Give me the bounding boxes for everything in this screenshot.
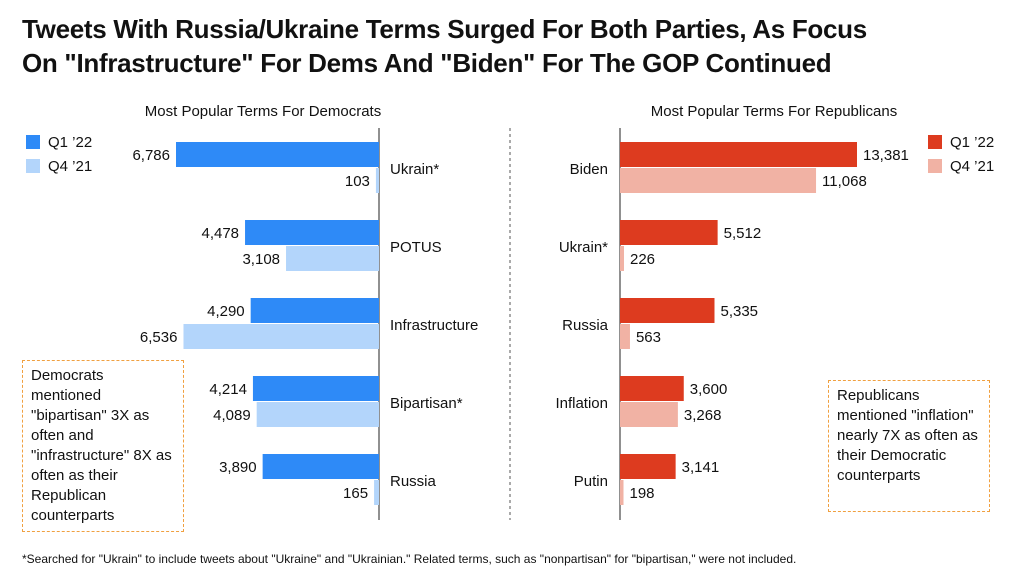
democrats-callout: Democrats mentioned "bipartisan" 3X as o… xyxy=(22,360,184,532)
democrats-bar-value-label: 165 xyxy=(343,485,368,502)
republicans-bar-value-label: 5,512 xyxy=(724,225,762,242)
republicans-category-label: Ukrain* xyxy=(559,239,608,256)
democrats-bar-value-label: 3,108 xyxy=(242,251,280,268)
republicans-callout: Republicans mentioned "inflation" nearly… xyxy=(828,380,990,512)
republicans-bar xyxy=(620,298,715,323)
democrats-category-label: Ukrain* xyxy=(390,161,439,178)
democrats-bar-value-label: 3,890 xyxy=(219,459,257,476)
republicans-bar xyxy=(620,220,718,245)
republicans-bar xyxy=(620,480,624,505)
democrats-bar xyxy=(374,480,379,505)
republicans-bar xyxy=(620,454,676,479)
democrats-legend-label: Q4 ’21 xyxy=(48,158,92,175)
republicans-panel-title: Most Popular Terms For Republicans xyxy=(651,103,898,120)
chart-title: Tweets With Russia/Ukraine Terms Surged … xyxy=(22,12,1012,80)
republicans-bar xyxy=(620,246,625,271)
democrats-bar xyxy=(286,246,379,271)
democrats-bar-value-label: 4,214 xyxy=(209,381,247,398)
republicans-bar xyxy=(620,168,817,193)
republicans-category-label: Biden xyxy=(570,161,608,178)
republicans-legend-swatch xyxy=(928,135,942,149)
republicans-bar xyxy=(620,324,630,349)
democrats-bar xyxy=(252,376,379,401)
democrats-legend-swatch xyxy=(26,159,40,173)
democrats-bar xyxy=(262,454,379,479)
republicans-legend-swatch xyxy=(928,159,942,173)
republicans-bar-value-label: 198 xyxy=(630,485,655,502)
democrats-panel-title: Most Popular Terms For Democrats xyxy=(145,103,381,120)
republicans-category-label: Russia xyxy=(562,317,609,334)
democrats-bar xyxy=(250,298,379,323)
chart-title-line-2: On "Infrastructure" For Dems And "Biden"… xyxy=(22,48,832,78)
republicans-bar xyxy=(620,142,857,167)
republicans-bar-value-label: 3,268 xyxy=(684,407,722,424)
democrats-bar-value-label: 103 xyxy=(345,173,370,190)
democrats-bar-value-label: 4,478 xyxy=(201,225,239,242)
democrats-category-label: POTUS xyxy=(390,239,442,256)
republicans-category-label: Putin xyxy=(574,473,608,490)
republicans-bar xyxy=(620,376,684,401)
democrats-bar xyxy=(375,168,379,193)
republicans-bar-value-label: 3,600 xyxy=(690,381,728,398)
democrats-bar-value-label: 4,290 xyxy=(207,303,245,320)
democrats-legend-label: Q1 ’22 xyxy=(48,134,92,151)
republicans-bar-value-label: 11,068 xyxy=(822,173,867,190)
republicans-legend-label: Q4 ’21 xyxy=(950,158,994,175)
footnote: *Searched for "Ukrain" to include tweets… xyxy=(22,552,797,566)
democrats-bar-value-label: 6,786 xyxy=(132,147,170,164)
democrats-bar-value-label: 6,536 xyxy=(140,329,178,346)
democrats-bar xyxy=(256,402,379,427)
republicans-bar-value-label: 5,335 xyxy=(720,303,758,320)
democrats-category-label: Infrastructure xyxy=(390,317,478,334)
republicans-bar-value-label: 226 xyxy=(630,251,655,268)
democrats-category-label: Russia xyxy=(390,473,437,490)
democrats-bar xyxy=(176,142,379,167)
republicans-legend-label: Q1 ’22 xyxy=(950,134,994,151)
chart-title-line-1: Tweets With Russia/Ukraine Terms Surged … xyxy=(22,14,867,44)
republicans-bar-value-label: 3,141 xyxy=(682,459,720,476)
republicans-bar-value-label: 563 xyxy=(636,329,661,346)
republicans-bar-value-label: 13,381 xyxy=(863,147,909,164)
democrats-legend-swatch xyxy=(26,135,40,149)
republicans-bar xyxy=(620,402,678,427)
republicans-category-label: Inflation xyxy=(555,395,608,412)
democrats-bar xyxy=(183,324,379,349)
democrats-bar xyxy=(245,220,379,245)
democrats-category-label: Bipartisan* xyxy=(390,395,463,412)
democrats-bar-value-label: 4,089 xyxy=(213,407,251,424)
